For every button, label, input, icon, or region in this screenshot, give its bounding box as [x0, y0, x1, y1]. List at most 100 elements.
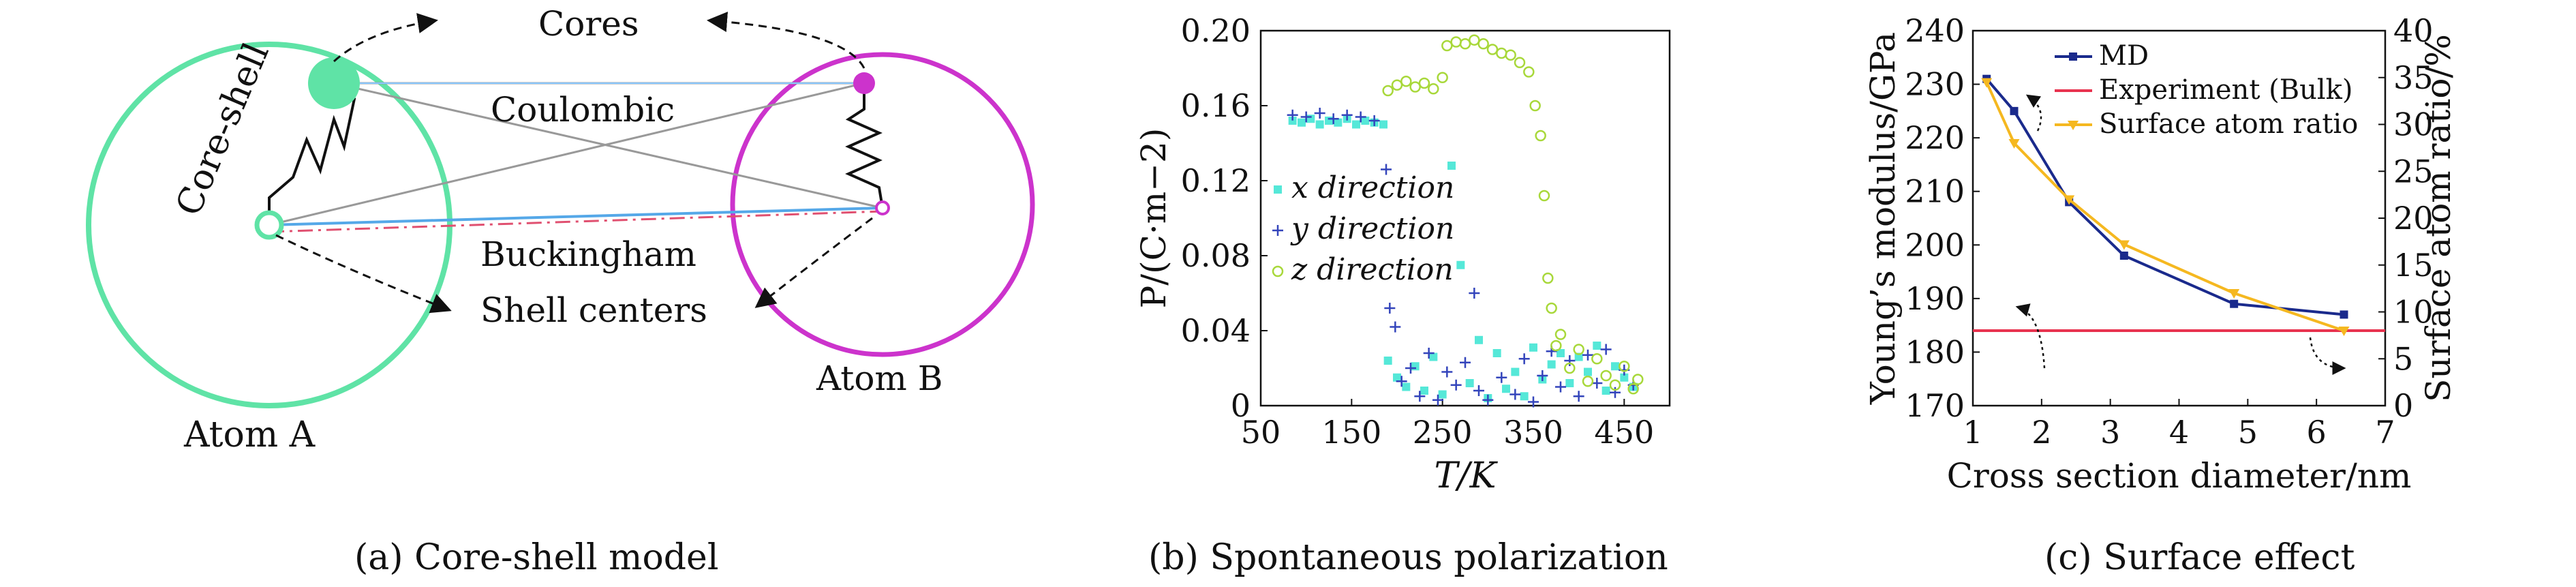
legend-label: y direction	[1290, 211, 1454, 246]
data-point-triangle	[2064, 195, 2075, 205]
data-point-plus	[1300, 111, 1312, 123]
panel-b-spontaneous-polarization: 50 150 250 350 450 0 0.04 0.08 0.12 0.16 0.20 T/K P/…	[1134, 12, 1671, 578]
data-point-plus	[1368, 115, 1380, 126]
data-point-plus	[1600, 344, 1612, 355]
data-point-plus	[1573, 391, 1584, 402]
data-point-circle	[1550, 340, 1562, 352]
data-point-triangle	[2008, 139, 2020, 149]
data-point-plus	[1423, 348, 1435, 359]
data-point-circle	[1450, 36, 1462, 48]
data-point-square	[2119, 252, 2128, 260]
y-right-tick-label: 5	[2393, 340, 2413, 377]
caption-c: (c) Surface effect	[2044, 537, 2355, 578]
data-point-square	[1574, 352, 1583, 361]
data-point-plus	[1537, 370, 1548, 381]
arrow-to-left-axis-upper	[2025, 94, 2042, 132]
data-point-plus	[1384, 303, 1396, 314]
data-point-plus	[1482, 394, 1494, 406]
data-point-circle	[1582, 376, 1594, 387]
data-point-plus	[1414, 391, 1426, 402]
data-point-square	[1547, 360, 1556, 369]
data-point-plus	[1496, 372, 1507, 383]
label-atom-b: Atom B	[816, 359, 942, 398]
data-point-plus	[1555, 381, 1566, 393]
y-tick-label: 0.12	[1181, 162, 1251, 199]
data-point-circle	[1573, 344, 1584, 355]
data-point-square	[1601, 387, 1610, 395]
y-tick-label: 0.20	[1181, 12, 1251, 49]
data-point-plus	[1341, 109, 1353, 121]
y-right-tick-label: 25	[2393, 153, 2434, 190]
legend-marker	[1274, 185, 1282, 194]
legend-marker	[1272, 265, 1284, 277]
data-point-circle	[1441, 40, 1453, 52]
x-tick-label: 2	[2031, 414, 2051, 451]
arrow-shell-centers-b	[754, 217, 873, 308]
data-point-square	[1315, 120, 1324, 129]
y-tick-label: 200	[1905, 226, 1965, 263]
x-axis-label: Cross section diameter/nm	[1947, 456, 2412, 496]
data-point-plus	[1450, 379, 1462, 391]
legend-label: MD	[2099, 40, 2149, 72]
data-point-plus	[1355, 111, 1366, 123]
data-point-plus	[1328, 113, 1339, 125]
series-line	[1985, 81, 2345, 332]
y-tick-label: 0.08	[1181, 237, 1251, 274]
data-point-circle	[1514, 57, 1526, 68]
data-point-circle	[1391, 79, 1403, 91]
panel-c-axes: 1 2 3 4 5 6 7 170 180 190 200 210 220 230 240 0 5 10 15 20 2…	[1863, 12, 2458, 496]
panel-c-marks	[1973, 74, 2385, 336]
data-point-plus	[1314, 108, 1325, 119]
x-tick-label: 150	[1321, 414, 1381, 451]
data-point-square	[1379, 120, 1387, 129]
x-tick-label: 3	[2100, 414, 2120, 451]
data-point-square	[1393, 373, 1401, 382]
buckingham-dashdot-line	[269, 210, 883, 233]
atom-b-shell-center	[875, 200, 890, 215]
core-shell-spring-a	[268, 82, 356, 225]
data-point-plus	[1564, 355, 1576, 366]
data-point-square	[1306, 115, 1315, 123]
x-tick-label: 50	[1241, 414, 1281, 451]
core-shell-spring-b	[845, 83, 884, 209]
data-point-square	[1298, 118, 1306, 127]
data-point-circle	[1600, 370, 1612, 382]
data-point-plus	[1591, 378, 1603, 389]
y-right-tick-label: 20	[2393, 200, 2434, 237]
data-point-plus	[1381, 164, 1392, 175]
data-point-circle	[1632, 374, 1644, 385]
data-point-square	[1520, 392, 1529, 401]
data-point-triangle	[2228, 289, 2240, 299]
data-point-square	[1620, 373, 1629, 382]
arrow-to-left-axis-lower	[2015, 303, 2046, 369]
data-point-square	[1456, 260, 1465, 269]
x-tick-label: 5	[2238, 414, 2258, 451]
data-point-square	[1402, 382, 1411, 391]
y-tick-label: 180	[1905, 333, 1965, 370]
coulombic-line-cross-2	[269, 82, 865, 226]
data-point-plus	[1405, 363, 1416, 374]
data-point-circle	[1459, 38, 1471, 50]
arrow-to-right-axis	[2309, 337, 2346, 375]
data-point-square	[1492, 349, 1501, 357]
y-right-tick-label: 35	[2393, 59, 2434, 96]
data-point-circle	[1564, 362, 1576, 374]
y-tick-label: 170	[1905, 387, 1965, 424]
panel-c-surface-effect: 1 2 3 4 5 6 7 170 180 190 200 210 220 230 240 0 5 10 15 20 2…	[1863, 12, 2458, 578]
legend-label: x direction	[1291, 170, 1454, 205]
data-point-circle	[1409, 81, 1421, 93]
data-point-square	[1325, 117, 1333, 125]
x-axis-label: T/K	[1434, 455, 1498, 496]
series-line	[1985, 78, 2344, 316]
data-point-circle	[1535, 130, 1546, 142]
y-tick-label: 0	[1231, 387, 1251, 424]
label-cores: Cores	[538, 4, 639, 44]
data-point-plus	[1441, 366, 1453, 378]
data-point-square	[1383, 357, 1392, 365]
data-point-square	[1334, 118, 1343, 127]
x-tick-label: 7	[2375, 414, 2395, 451]
legend-marker	[2068, 121, 2079, 130]
y-axis-label: P/(C·m−2)	[1134, 128, 1174, 309]
buckingham-line	[269, 207, 883, 226]
